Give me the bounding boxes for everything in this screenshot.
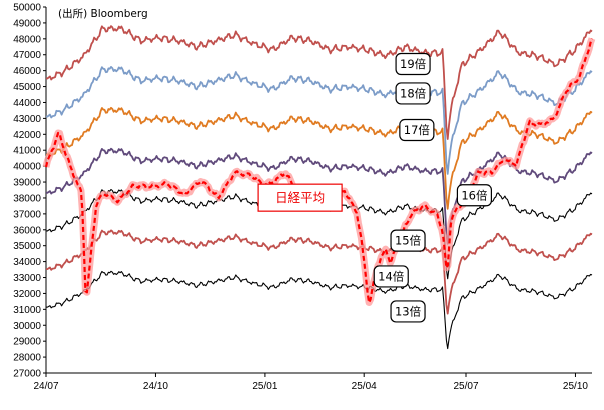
- label-box: [456, 184, 492, 207]
- series-line-17x: [45, 106, 593, 210]
- y-tick-label: 49000: [13, 18, 41, 29]
- y-tick-label: 27000: [13, 369, 41, 380]
- nikkei-label-box: [257, 183, 343, 212]
- series-label-18x: 18倍: [395, 82, 431, 105]
- y-tick-label: 50000: [13, 3, 41, 14]
- x-tick-label: 25/10: [563, 381, 588, 392]
- nikkei-label-text: 日経平均: [275, 190, 325, 205]
- y-tick-label: 28000: [13, 353, 41, 364]
- label-text: 17倍: [404, 123, 431, 137]
- x-tick-label: 24/07: [33, 381, 58, 392]
- y-tick-label: 46000: [13, 66, 41, 77]
- label-text: 13倍: [395, 304, 422, 318]
- y-tick-label: 30000: [13, 321, 41, 332]
- x-tick-label: 25/04: [352, 381, 377, 392]
- y-tick-label: 40000: [13, 162, 41, 173]
- y-tick-label: 48000: [13, 34, 41, 45]
- series-label-19x: 19倍: [395, 52, 431, 76]
- label-box: [399, 118, 435, 142]
- label-box: [373, 265, 409, 288]
- x-tick-label: 24/10: [143, 381, 168, 392]
- y-tick-label: 44000: [13, 98, 41, 109]
- label-text: 18倍: [400, 86, 427, 100]
- series-line-14x: [45, 229, 593, 315]
- label-box: [395, 82, 431, 105]
- series-line-13x: [45, 270, 593, 350]
- label-text: 19倍: [400, 57, 427, 71]
- y-tick-label: 32000: [13, 289, 41, 300]
- series-labels: 19倍 18倍 17倍 16倍 15倍 14倍 13倍 日経平均: [257, 52, 492, 323]
- series-label-17x: 17倍: [399, 118, 435, 142]
- y-tick-label: 39000: [13, 178, 41, 189]
- y-tick-label: 36000: [13, 225, 41, 236]
- x-tick-label: 25/07: [453, 381, 478, 392]
- y-tick-label: 29000: [13, 337, 41, 348]
- label-box: [390, 300, 426, 323]
- x-axis: 24/07 24/10 25/01 25/04 25/07 25/10: [33, 372, 592, 392]
- y-tick-label: 35000: [13, 241, 41, 252]
- nikkei-label: 日経平均: [257, 183, 343, 212]
- y-tick-label: 45000: [13, 82, 41, 93]
- y-tick-label: 43000: [13, 114, 41, 125]
- y-tick-label: 33000: [13, 273, 41, 284]
- y-tick-label: 31000: [13, 305, 41, 316]
- y-tick-label: 38000: [13, 193, 41, 204]
- label-text: 14倍: [378, 269, 405, 283]
- source-label: (出所) Bloomberg: [58, 7, 148, 20]
- x-tick-label: 25/01: [252, 381, 277, 392]
- label-text: 16倍: [461, 188, 488, 202]
- y-tick-label: 37000: [13, 209, 41, 220]
- series-line-16x: [46, 147, 593, 245]
- series-line-19x: [45, 25, 593, 140]
- label-box: [395, 52, 431, 76]
- series-label-16x: 16倍: [456, 184, 492, 207]
- y-tick-label: 34000: [13, 257, 41, 268]
- series-label-15x: 15倍: [390, 229, 426, 252]
- y-tick-label: 41000: [13, 146, 41, 157]
- series-line-18x: [45, 66, 593, 175]
- series-label-14x: 14倍: [373, 265, 409, 288]
- label-box: [390, 229, 426, 252]
- label-text: 15倍: [395, 234, 422, 248]
- y-tick-label: 42000: [13, 130, 41, 141]
- y-axis: 27000 28000 29000 30000 31000 32000 33000 34000…: [13, 3, 47, 380]
- y-tick-label: 47000: [13, 50, 41, 61]
- series-label-13x: 13倍: [390, 300, 426, 323]
